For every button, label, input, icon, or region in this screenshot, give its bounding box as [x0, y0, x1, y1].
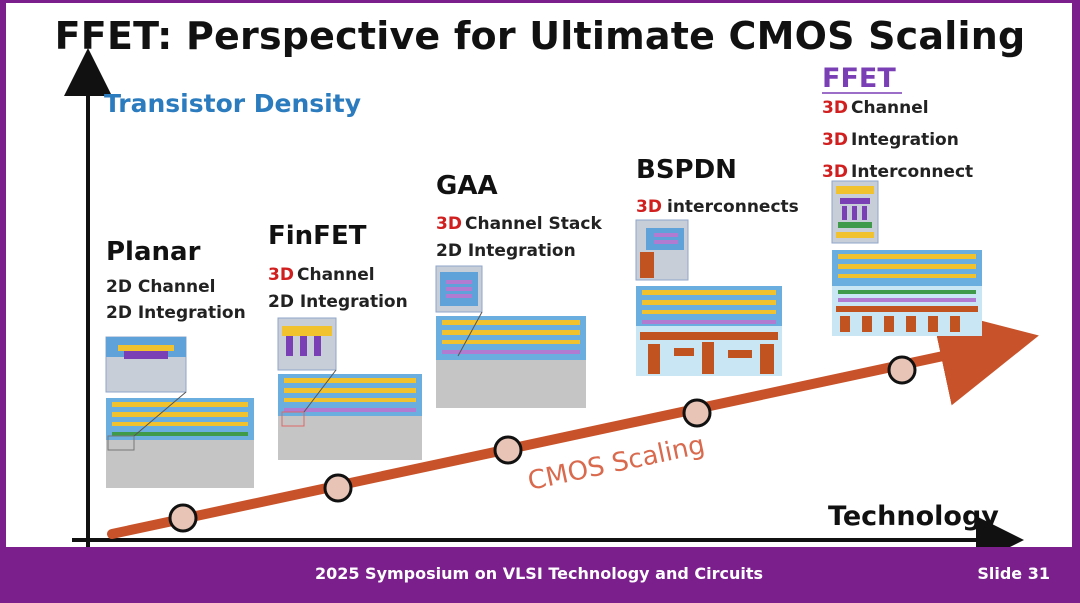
stage-gaa-line2: 2D Integration [436, 241, 576, 261]
bspdn-device-image [635, 219, 782, 376]
finfet-device-image [277, 317, 422, 460]
stage-ffet-line2: Integration [851, 130, 959, 150]
stage-bspdn-line1-prefix: 3D [636, 197, 662, 217]
trend-node-finfet [323, 473, 353, 503]
stage-bspdn-name: BSPDN [636, 155, 737, 185]
ffet-device-image [831, 180, 982, 336]
stage-finfet-name: FinFET [268, 221, 367, 251]
y-axis-label: Transistor Density [104, 89, 361, 118]
trend-arrow [107, 307, 1039, 539]
stage-finfet-line1: Channel [297, 265, 375, 285]
stage-finfet-line1-prefix: 3D [268, 265, 294, 285]
stage-gaa-name: GAA [436, 171, 498, 201]
x-axis-label: Technology [828, 501, 999, 532]
stage-ffet-name: FFET [822, 63, 896, 94]
trend-node-ffet [887, 355, 917, 385]
stage-gaa-line1-prefix: 3D [436, 214, 462, 234]
planar-device-image [105, 336, 254, 488]
stage-ffet-line1-prefix: 3D [822, 98, 848, 118]
stage-bspdn-line1: interconnects [667, 197, 799, 217]
slide-footer: 2025 Symposium on VLSI Technology and Ci… [6, 547, 1072, 603]
slide-number: Slide 31 [977, 564, 1050, 583]
stage-ffet-line2-prefix: 3D [822, 130, 848, 150]
stage-planar-name: Planar [106, 237, 201, 267]
stage-gaa-line1: Channel Stack [465, 214, 602, 234]
stage-finfet-line2: 2D Integration [268, 292, 408, 312]
stage-planar-line2: 2D Integration [106, 303, 246, 323]
stage-planar-line1: 2D Channel [106, 277, 215, 297]
stage-ffet-line3: Interconnect [851, 162, 973, 182]
gaa-device-image [435, 265, 586, 408]
trend-node-planar [168, 503, 198, 533]
footer-conference: 2025 Symposium on VLSI Technology and Ci… [314, 564, 764, 583]
stage-ffet-line1: Channel [851, 98, 929, 118]
stage-ffet-line3-prefix: 3D [822, 162, 848, 182]
slide-title: FFET: Perspective for Ultimate CMOS Scal… [54, 14, 1026, 58]
trend-node-bspdn [682, 398, 712, 428]
trend-node-gaa [493, 435, 523, 465]
